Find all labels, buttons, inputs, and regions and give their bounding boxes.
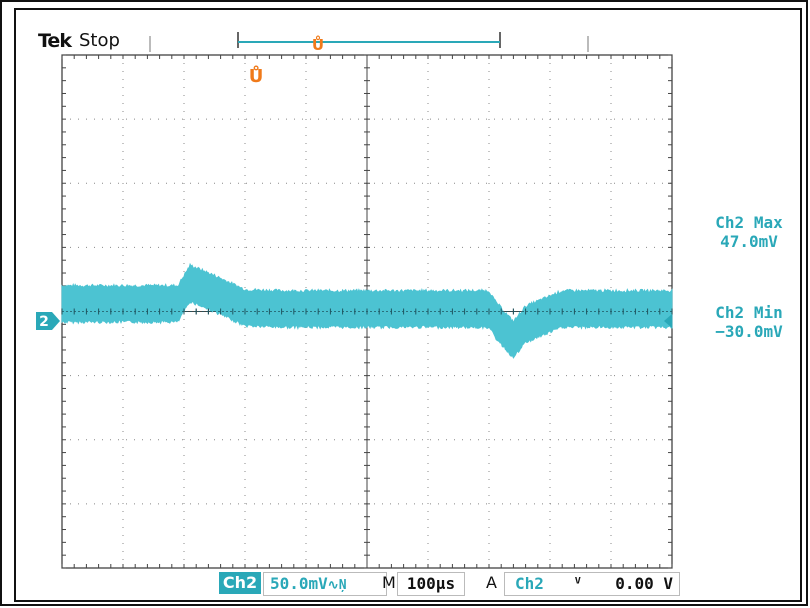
channel-2-marker-label: 2 bbox=[39, 314, 49, 330]
trigger-level: 0.00 V bbox=[615, 574, 673, 593]
record-length-bar bbox=[149, 32, 589, 52]
trigger-label: A bbox=[486, 573, 497, 592]
trigger-level-marker bbox=[664, 314, 672, 328]
channel-badge[interactable]: Ch2 bbox=[219, 572, 261, 594]
max-measurement-label: Ch2 Max bbox=[715, 213, 783, 232]
trigger-settings[interactable]: Ch2 ⱽ 0.00 V bbox=[504, 572, 680, 596]
inner-border bbox=[14, 8, 802, 602]
trigger-source: Ch2 bbox=[515, 574, 544, 593]
brand-logo: Tek bbox=[38, 30, 72, 52]
min-measurement-value: −30.0mV bbox=[715, 322, 783, 341]
timebase-value[interactable]: 100µs bbox=[397, 572, 465, 596]
trigger-position-marker: Ů Ů bbox=[249, 34, 324, 87]
vertical-scale-value: 50.0mV bbox=[270, 574, 328, 593]
trigger-position-icon: Ů bbox=[249, 64, 264, 87]
min-measurement-label: Ch2 Min bbox=[715, 303, 783, 322]
trigger-position-in-record: Ů bbox=[312, 34, 324, 54]
vertical-scale[interactable]: 50.0mV∿Ņ bbox=[263, 572, 387, 596]
max-measurement-value: 47.0mV bbox=[720, 232, 778, 251]
center-ticks bbox=[61, 308, 673, 315]
timebase-label: M bbox=[382, 573, 396, 592]
bandwidth-limit-icon: ∿Ņ bbox=[327, 578, 347, 593]
acquisition-state: Stop bbox=[79, 30, 120, 51]
channel-2-marker: 2 bbox=[36, 312, 60, 330]
falling-edge-icon: ⱽ bbox=[573, 574, 583, 593]
